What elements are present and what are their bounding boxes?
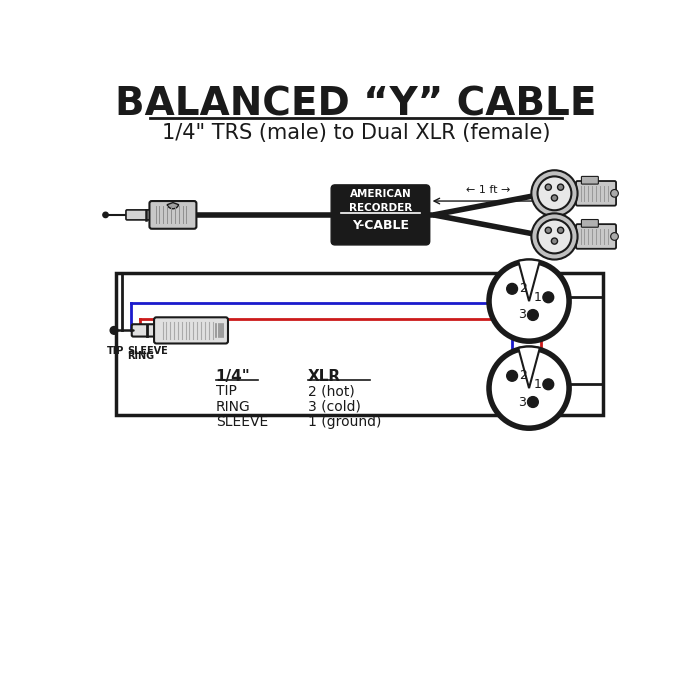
Circle shape <box>489 261 569 341</box>
Text: 1/4": 1/4" <box>215 369 250 384</box>
Text: Y-CABLE: Y-CABLE <box>352 219 409 232</box>
Circle shape <box>557 228 564 233</box>
Text: 3: 3 <box>518 309 526 321</box>
Text: XLR: XLR <box>308 369 341 384</box>
Text: 1: 1 <box>534 290 541 304</box>
Circle shape <box>532 170 578 216</box>
Circle shape <box>611 190 619 197</box>
Circle shape <box>545 184 551 190</box>
Circle shape <box>528 309 539 321</box>
Circle shape <box>543 292 554 302</box>
Circle shape <box>489 348 569 428</box>
Text: TIP: TIP <box>215 384 236 398</box>
Text: 1 (ground): 1 (ground) <box>308 415 382 429</box>
Circle shape <box>545 228 551 233</box>
Text: RING: RING <box>215 400 250 414</box>
Text: 1/4" TRS (male) to Dual XLR (female): 1/4" TRS (male) to Dual XLR (female) <box>161 122 550 143</box>
Text: 2 (hot): 2 (hot) <box>308 384 355 398</box>
Text: SLEEVE: SLEEVE <box>215 415 268 429</box>
FancyBboxPatch shape <box>576 224 616 248</box>
Wedge shape <box>518 346 540 388</box>
Text: 3: 3 <box>518 395 526 409</box>
Text: TIP: TIP <box>107 346 124 356</box>
Text: 2: 2 <box>519 282 527 295</box>
Text: 2: 2 <box>519 370 527 382</box>
Text: BALANCED “Y” CABLE: BALANCED “Y” CABLE <box>115 86 596 124</box>
Circle shape <box>532 214 578 260</box>
Text: ← 1 ft →: ← 1 ft → <box>466 185 510 195</box>
Circle shape <box>611 232 619 240</box>
Circle shape <box>537 220 571 253</box>
Circle shape <box>537 176 571 210</box>
Wedge shape <box>518 260 540 301</box>
FancyBboxPatch shape <box>582 220 598 228</box>
Circle shape <box>103 212 108 218</box>
Text: 1: 1 <box>534 378 541 391</box>
Text: SLEEVE: SLEEVE <box>126 346 167 356</box>
Circle shape <box>557 184 564 190</box>
Circle shape <box>543 379 554 390</box>
FancyBboxPatch shape <box>331 185 430 245</box>
Circle shape <box>111 326 118 335</box>
Text: 3 (cold): 3 (cold) <box>308 400 361 414</box>
FancyBboxPatch shape <box>576 181 616 206</box>
Text: RING: RING <box>127 351 154 361</box>
Circle shape <box>507 370 518 382</box>
Circle shape <box>551 238 557 244</box>
Circle shape <box>551 195 557 201</box>
FancyBboxPatch shape <box>126 210 153 220</box>
Wedge shape <box>167 202 179 209</box>
FancyBboxPatch shape <box>132 324 158 337</box>
Circle shape <box>507 284 518 294</box>
Bar <box>115 272 603 415</box>
FancyBboxPatch shape <box>154 317 228 344</box>
Circle shape <box>528 397 539 407</box>
FancyBboxPatch shape <box>582 176 598 184</box>
FancyBboxPatch shape <box>149 201 197 229</box>
Text: AMERICAN
RECORDER: AMERICAN RECORDER <box>349 190 412 213</box>
